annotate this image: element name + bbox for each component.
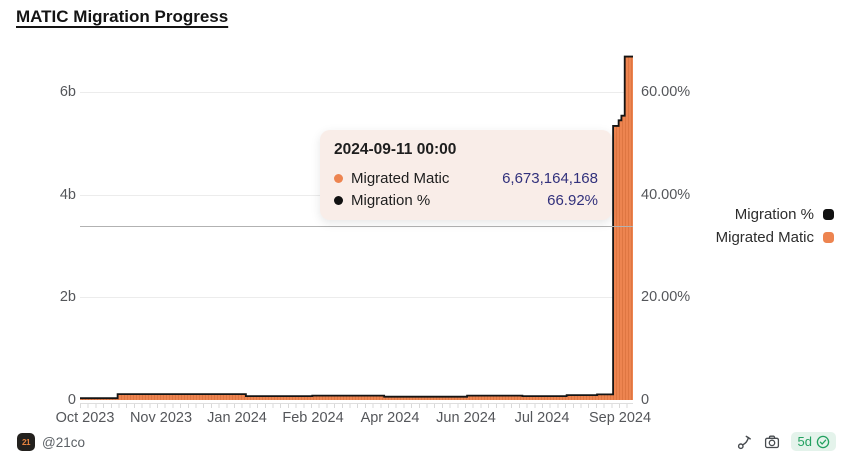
author-link[interactable]: 21 @21co <box>17 433 85 451</box>
gridline-60pct <box>80 92 633 93</box>
x-tick-oct-2023: Oct 2023 <box>55 410 115 426</box>
tooltip-value: 6,673,164,168 <box>502 169 598 187</box>
migration-pct-line <box>80 55 633 400</box>
x-tick-feb-2024: Feb 2024 <box>282 410 344 426</box>
tooltip-row-migration-pct: Migration % 66.92% <box>334 189 598 211</box>
migrated-matic-bars <box>80 57 633 400</box>
tooltip-label: Migrated Matic <box>351 169 450 187</box>
check-circle-icon <box>816 435 830 448</box>
x-tick-sep-2024: Sep 2024 <box>588 410 652 426</box>
y-right-tick-20: 20.00% <box>641 289 691 305</box>
x-axis-line <box>80 403 633 404</box>
y-left-tick-4b: 4b <box>59 187 76 203</box>
orange-dot-icon <box>334 173 343 183</box>
y-right-tick-40: 40.00% <box>641 187 691 203</box>
chart-tooltip: 2024-09-11 00:00 Migrated Matic 6,673,16… <box>320 130 612 220</box>
tooltip-label: Migration % <box>351 191 431 209</box>
author-avatar: 21 <box>17 433 35 451</box>
chart-title[interactable]: MATIC Migration Progress <box>16 7 229 26</box>
y-left-tick-6b: 6b <box>59 84 76 100</box>
legend-label: Migration % <box>734 206 814 223</box>
badge-label: 5d <box>797 434 812 449</box>
x-tick-jul-2024: Jul 2024 <box>514 410 570 426</box>
y-right-tick-0: 0 <box>641 392 650 408</box>
author-handle: @21co <box>42 434 85 450</box>
legend-label: Migrated Matic <box>715 229 814 246</box>
fork-icon[interactable] <box>737 433 754 450</box>
legend: Migration % Migrated Matic <box>716 203 834 249</box>
x-tick-apr-2024: Apr 2024 <box>360 410 420 426</box>
legend-item-migration-pct[interactable]: Migration % <box>716 203 834 226</box>
camera-icon[interactable] <box>764 433 781 450</box>
tooltip-value: 66.92% <box>547 191 598 209</box>
black-dot-icon <box>334 195 343 205</box>
footer-actions: 5d <box>737 432 836 451</box>
x-axis-ticks <box>80 404 633 408</box>
x-tick-nov-2023: Nov 2023 <box>129 410 193 426</box>
legend-item-migrated-matic[interactable]: Migrated Matic <box>716 226 834 249</box>
y-left-tick-0: 0 <box>67 392 76 408</box>
x-tick-jun-2024: Jun 2024 <box>436 410 496 426</box>
black-swatch-icon <box>823 209 834 220</box>
y-left-tick-2b: 2b <box>59 289 76 305</box>
crosshair-line <box>80 226 633 227</box>
gridline-20pct <box>80 297 633 298</box>
orange-swatch-icon <box>823 232 834 243</box>
tooltip-date: 2024-09-11 00:00 <box>334 141 457 158</box>
plot-area[interactable] <box>80 50 633 400</box>
tooltip-row-migrated-matic: Migrated Matic 6,673,164,168 <box>334 167 598 189</box>
refresh-age-badge[interactable]: 5d <box>790 432 836 451</box>
y-right-tick-60: 60.00% <box>641 84 691 100</box>
x-tick-jan-2024: Jan 2024 <box>207 410 267 426</box>
